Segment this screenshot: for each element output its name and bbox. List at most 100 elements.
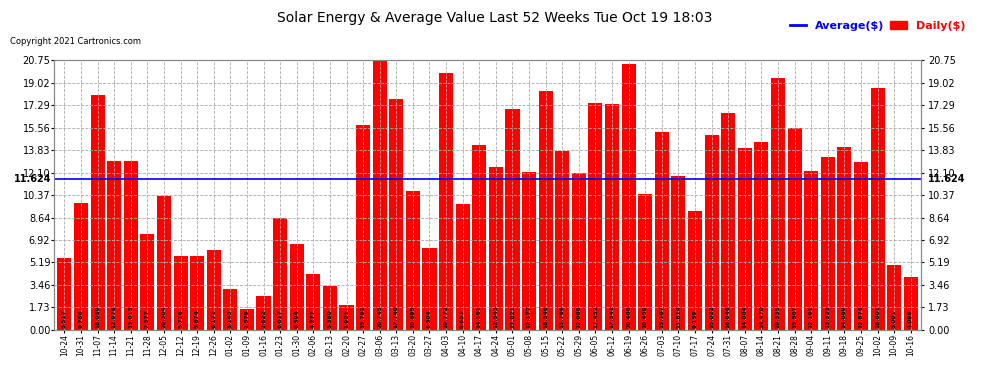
Bar — [654, 132, 669, 330]
Bar — [240, 309, 254, 330]
Text: 1.921: 1.921 — [344, 309, 349, 328]
Bar — [671, 176, 685, 330]
Bar — [90, 95, 105, 330]
Bar — [622, 64, 636, 330]
Text: 17.452: 17.452 — [593, 305, 598, 328]
Text: 2.622: 2.622 — [261, 309, 266, 328]
Text: 11.814: 11.814 — [676, 305, 681, 328]
Text: 5.674: 5.674 — [195, 309, 200, 328]
Text: 18.039: 18.039 — [95, 305, 100, 328]
Text: 4.096: 4.096 — [908, 309, 913, 328]
Bar — [107, 161, 121, 330]
Text: 17.341: 17.341 — [610, 305, 615, 328]
Bar — [588, 103, 603, 330]
Bar — [74, 202, 88, 330]
Bar — [207, 250, 221, 330]
Text: 19.335: 19.335 — [775, 305, 780, 328]
Bar — [356, 124, 370, 330]
Bar — [838, 147, 851, 330]
Bar — [572, 173, 586, 330]
Bar — [423, 248, 437, 330]
Text: 4.277: 4.277 — [311, 309, 316, 328]
Text: 15.507: 15.507 — [792, 305, 797, 328]
Text: 14.004: 14.004 — [742, 305, 747, 328]
Bar — [306, 274, 321, 330]
Text: 12.876: 12.876 — [858, 305, 863, 328]
Bar — [821, 157, 835, 330]
Text: 14.470: 14.470 — [759, 305, 764, 328]
Text: 14.181: 14.181 — [477, 305, 482, 328]
Bar — [705, 135, 719, 330]
Bar — [256, 296, 270, 330]
Bar — [738, 148, 751, 330]
Text: 12.177: 12.177 — [527, 305, 532, 328]
Text: Solar Energy & Average Value Last 52 Weeks Tue Oct 19 18:03: Solar Energy & Average Value Last 52 Wee… — [277, 11, 713, 25]
Text: 15.792: 15.792 — [360, 305, 365, 328]
Bar — [290, 244, 304, 330]
Text: 20.745: 20.745 — [377, 305, 382, 328]
Text: 6.171: 6.171 — [211, 309, 216, 328]
Bar — [157, 196, 171, 330]
Bar — [57, 258, 71, 330]
Bar — [173, 256, 188, 330]
Bar — [639, 194, 652, 330]
Bar — [771, 78, 785, 330]
Bar — [472, 146, 486, 330]
Text: 10.459: 10.459 — [643, 305, 647, 328]
Bar — [688, 211, 702, 330]
Text: 17.740: 17.740 — [394, 305, 399, 328]
Text: 14.069: 14.069 — [842, 305, 846, 328]
Text: 3.143: 3.143 — [228, 309, 233, 328]
Text: 7.377: 7.377 — [145, 309, 149, 328]
Text: 9.651: 9.651 — [460, 309, 465, 328]
Bar — [323, 286, 337, 330]
Text: 11.624: 11.624 — [14, 174, 51, 184]
Bar — [721, 113, 736, 330]
Bar — [224, 289, 238, 330]
Text: 6.304: 6.304 — [427, 309, 432, 328]
Text: 13.323: 13.323 — [826, 305, 831, 328]
Text: 19.772: 19.772 — [444, 305, 448, 328]
Text: 16.646: 16.646 — [726, 305, 731, 328]
Bar — [754, 142, 768, 330]
Bar — [787, 128, 802, 330]
Text: Copyright 2021 Cartronics.com: Copyright 2021 Cartronics.com — [10, 38, 141, 46]
Text: 18.346: 18.346 — [544, 305, 548, 328]
Bar — [124, 160, 138, 330]
Text: 8.617: 8.617 — [277, 309, 282, 328]
Text: 13.013: 13.013 — [129, 305, 134, 328]
Bar — [389, 99, 403, 330]
Text: 12.191: 12.191 — [809, 305, 814, 328]
Text: 15.022: 15.022 — [709, 305, 714, 328]
Bar — [273, 218, 287, 330]
Bar — [539, 91, 552, 330]
Bar — [141, 234, 154, 330]
Bar — [489, 167, 503, 330]
Text: 13.766: 13.766 — [559, 305, 564, 328]
Text: 9.159: 9.159 — [693, 309, 698, 328]
Bar — [870, 88, 885, 330]
Bar — [190, 256, 204, 330]
Text: 12.978: 12.978 — [112, 305, 117, 328]
Text: 9.786: 9.786 — [78, 309, 83, 328]
Bar — [439, 73, 453, 330]
Bar — [555, 151, 569, 330]
Text: 10.695: 10.695 — [411, 305, 416, 328]
Text: 18.601: 18.601 — [875, 305, 880, 328]
Text: 20.468: 20.468 — [626, 305, 632, 328]
Text: 3.380: 3.380 — [328, 309, 333, 328]
Text: 12.543: 12.543 — [493, 305, 498, 328]
Bar — [887, 265, 901, 330]
Text: 5.517: 5.517 — [62, 309, 67, 328]
Text: 15.187: 15.187 — [659, 305, 664, 328]
Bar — [455, 204, 469, 330]
Bar — [522, 171, 537, 330]
Text: 5.716: 5.716 — [178, 309, 183, 328]
Text: 11.624: 11.624 — [928, 174, 965, 184]
Text: 5.001: 5.001 — [892, 309, 897, 328]
Bar — [804, 171, 818, 330]
Text: 1.579: 1.579 — [245, 309, 249, 328]
Bar — [904, 277, 918, 330]
Text: 6.594: 6.594 — [294, 309, 299, 328]
Bar — [340, 305, 353, 330]
